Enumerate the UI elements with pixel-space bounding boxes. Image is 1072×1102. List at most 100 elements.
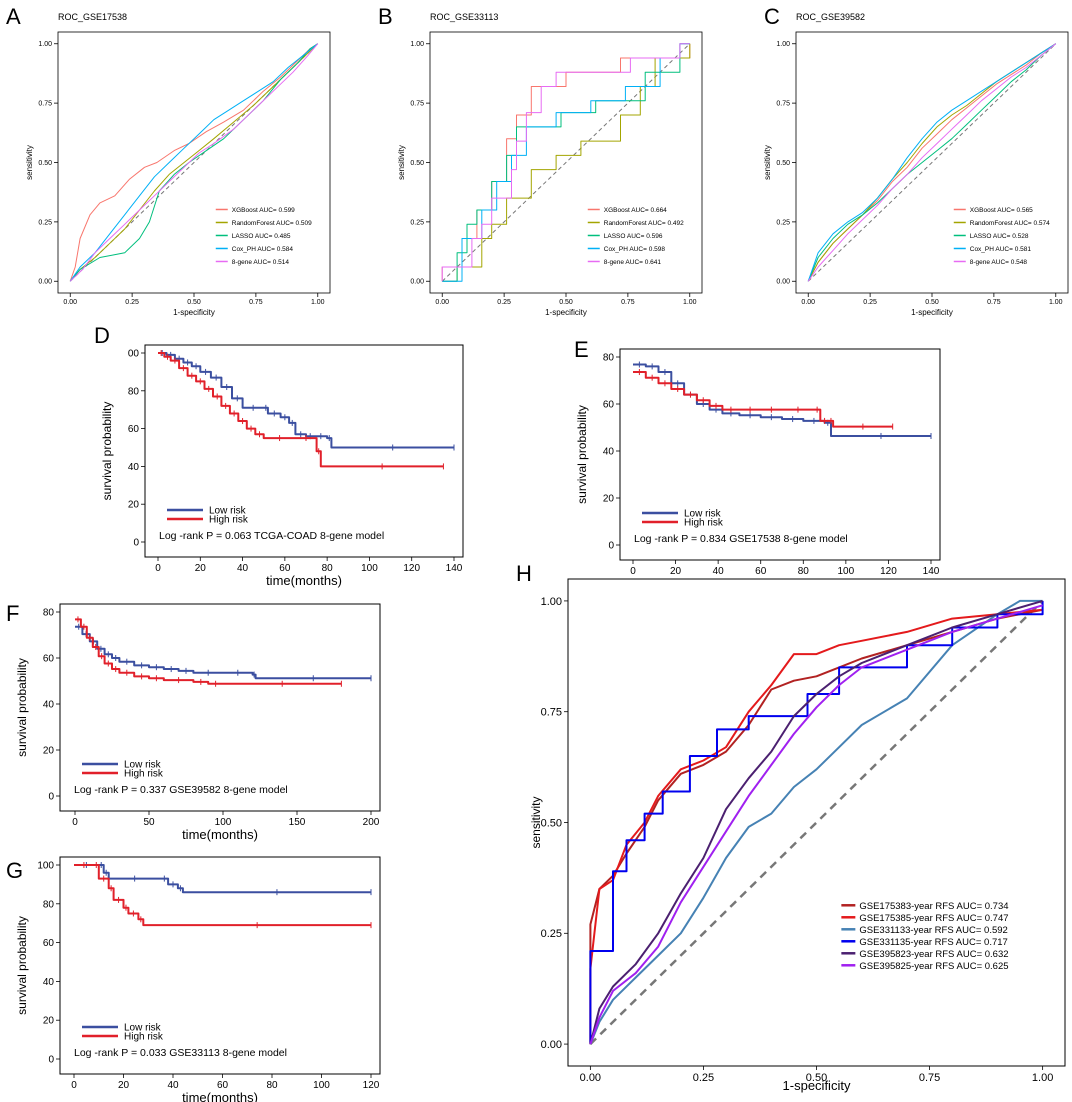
panel-e: E 0 20 40 60 80 100 120 140 0 20 40 60 80 survival pro… xyxy=(574,337,941,577)
y-tick-label: 0.50 xyxy=(38,160,52,167)
y-tick-label: 0.00 xyxy=(410,279,424,286)
x-tick-label: 1.00 xyxy=(683,299,697,306)
y-tick-label: 40 xyxy=(43,977,55,988)
y-tick-label: 0.75 xyxy=(541,707,562,719)
y-tick-label: 1.00 xyxy=(38,41,52,48)
y-tick-label: 0.25 xyxy=(776,219,790,226)
panel-c: C ROC_GSE39582 0.00 0.25 0.50 0.75 1.00 0.00 0.2… xyxy=(763,4,1069,317)
x-tick-label: 0.25 xyxy=(497,299,511,306)
panel-label: B xyxy=(378,4,393,29)
x-tick-label: 0.75 xyxy=(987,299,1001,306)
legend-label: Cox_PH AUC= 0.581 xyxy=(970,246,1032,253)
series-line-cox-ph xyxy=(807,43,1057,282)
x-axis-label: 1-specificity xyxy=(911,308,953,317)
x-tick-label: 140 xyxy=(923,566,940,577)
series-line-cox-ph xyxy=(69,43,319,282)
x-tick-label: 120 xyxy=(403,563,420,574)
x-tick-label: 120 xyxy=(363,1080,380,1091)
logrank-annotation: Log -rank P = 0.033 GSE33113 8-gene mode… xyxy=(74,1047,287,1059)
diagonal-reference-line xyxy=(807,43,1057,282)
y-tick-label: 00 xyxy=(128,349,140,360)
x-axis-label: 1-specificity xyxy=(173,308,215,317)
panel-b: B ROC_GSE33113 0.00 0.25 0.50 0.75 1.00 0.00 0.2… xyxy=(378,4,703,317)
y-axis-label: survival probability xyxy=(100,402,114,501)
y-tick-label: 1.00 xyxy=(541,596,562,608)
panel-label: H xyxy=(516,561,532,586)
x-tick-label: 0 xyxy=(155,563,161,574)
series-line-gse17538-5-year-rfs xyxy=(589,608,1043,1045)
x-tick-label: 0 xyxy=(630,566,636,577)
legend-label: GSE175383-year RFS AUC= 0.734 xyxy=(859,901,1008,912)
series-line-low-risk xyxy=(633,363,931,437)
y-tick-label: 0.00 xyxy=(776,279,790,286)
series-line-gse33113-5-year-rfs xyxy=(589,600,1044,1045)
y-tick-label: 60 xyxy=(128,424,140,435)
x-tick-label: 40 xyxy=(237,563,249,574)
x-tick-label: 20 xyxy=(118,1080,130,1091)
x-axis-label: 1-specificity xyxy=(783,1078,851,1093)
x-tick-label: 0 xyxy=(71,1080,77,1091)
y-axis-label: sensitivity xyxy=(529,796,543,848)
series-line-8-gene xyxy=(441,43,690,282)
y-tick-label: 0 xyxy=(48,1055,54,1066)
x-tick-label: 1.00 xyxy=(1032,1072,1053,1084)
y-tick-label: 20 xyxy=(43,746,55,757)
chart-title: ROC_GSE39582 xyxy=(796,12,865,22)
diagonal-reference-line xyxy=(441,43,691,282)
x-axis-label: time(months) xyxy=(266,573,342,588)
series-line-gse39582-3-year-rfs xyxy=(589,599,1043,1045)
plot-frame xyxy=(144,344,464,558)
legend-label: RandomForest AUC= 0.509 xyxy=(232,220,312,227)
y-tick-label: 0 xyxy=(48,792,54,803)
x-tick-label: 20 xyxy=(670,566,682,577)
x-tick-label: 0.50 xyxy=(187,299,201,306)
series-line-high-risk xyxy=(75,618,342,685)
x-tick-label: 40 xyxy=(713,566,725,577)
y-tick-label: 0 xyxy=(608,541,614,552)
x-tick-label: 60 xyxy=(279,563,291,574)
x-tick-label: 80 xyxy=(798,566,810,577)
x-tick-label: 50 xyxy=(143,817,155,828)
y-tick-label: 0 xyxy=(133,538,139,549)
y-axis-label: survival probability xyxy=(15,658,29,757)
x-axis-label: time(months) xyxy=(182,827,258,842)
y-axis-label: survival probability xyxy=(15,916,29,1015)
legend-label: GSE395823-year RFS AUC= 0.632 xyxy=(859,949,1008,960)
legend-label: RandomForest AUC= 0.574 xyxy=(970,220,1050,227)
series-line-gse17538-3-year-rfs xyxy=(589,608,1043,1045)
series-line-low-risk xyxy=(74,864,371,894)
legend-label: Low risk xyxy=(684,509,722,520)
y-tick-label: 80 xyxy=(43,899,55,910)
y-tick-label: 0.50 xyxy=(410,160,424,167)
x-tick-label: 100 xyxy=(838,566,855,577)
legend-label: LASSO AUC= 0.528 xyxy=(970,233,1029,240)
panel-label: A xyxy=(6,4,21,29)
plot-frame xyxy=(619,348,941,561)
x-axis-label: 1-specificity xyxy=(545,308,587,317)
series-line-high-risk xyxy=(74,864,371,927)
x-tick-label: 1.00 xyxy=(311,299,325,306)
y-tick-label: 100 xyxy=(37,861,54,872)
x-tick-label: 0.50 xyxy=(806,1072,827,1084)
panel-label: C xyxy=(764,4,780,29)
y-tick-label: 60 xyxy=(43,938,55,949)
x-tick-label: 100 xyxy=(215,817,232,828)
logrank-annotation: Log -rank P = 0.337 GSE39582 8-gene mode… xyxy=(74,784,288,796)
y-tick-label: 0.00 xyxy=(38,279,52,286)
plot-frame xyxy=(59,603,381,812)
legend-label: RandomForest AUC= 0.492 xyxy=(604,220,684,227)
y-tick-label: 40 xyxy=(43,700,55,711)
series-line-high-risk xyxy=(633,371,893,428)
legend-label: XGBoost AUC= 0.599 xyxy=(232,207,295,214)
panel-label: E xyxy=(574,337,589,362)
x-tick-label: 1.00 xyxy=(1049,299,1063,306)
x-tick-label: 0.75 xyxy=(621,299,635,306)
series-line-low-risk xyxy=(75,625,371,680)
y-tick-label: 1.00 xyxy=(776,41,790,48)
y-tick-label: 0.25 xyxy=(38,219,52,226)
legend-label: GSE395825-year RFS AUC= 0.625 xyxy=(859,961,1008,972)
y-axis-label: sensitivity xyxy=(25,145,34,180)
x-tick-label: 0.75 xyxy=(919,1072,940,1084)
x-tick-label: 60 xyxy=(217,1080,229,1091)
panel-f: F 0 50 100 150 200 0 20 40 60 80 time(months) surviv… xyxy=(6,601,381,842)
